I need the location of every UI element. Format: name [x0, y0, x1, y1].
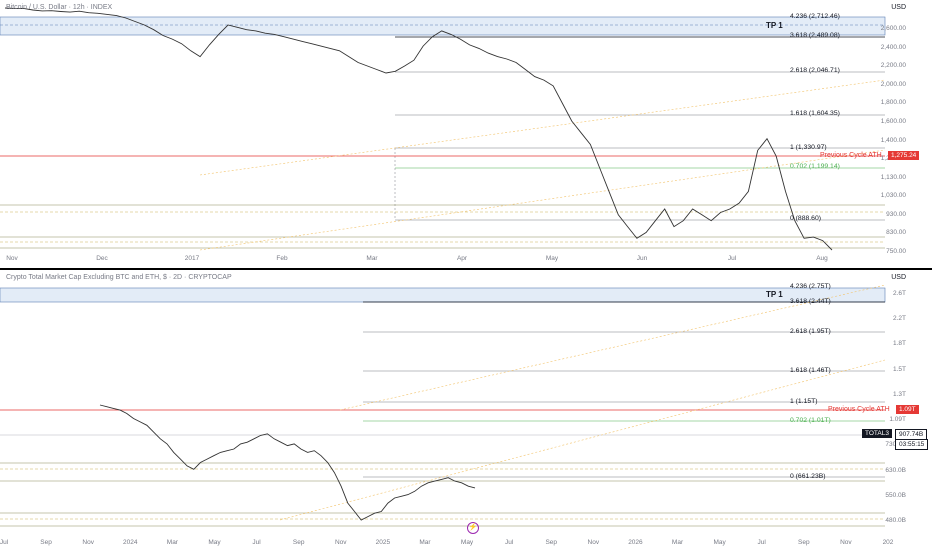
fib-label-1618: 1.618 (1.46T)	[790, 367, 831, 374]
total3-chart-canvas[interactable]	[0, 270, 932, 550]
bitcoin-chart-canvas[interactable]	[0, 0, 932, 268]
total3-chart-pane[interactable]: Crypto Total Market Cap Excluding BTC an…	[0, 270, 932, 550]
time-axis-label: Aug	[816, 255, 828, 262]
time-axis-label: Nov	[334, 539, 347, 546]
pane-divider[interactable]	[0, 268, 932, 270]
time-axis-label: May	[713, 539, 726, 546]
time-axis-label: Nov	[587, 539, 600, 546]
time-axis-label: 2017	[184, 255, 200, 262]
fib-label-0702: 0.702 (1,199.14)	[790, 163, 840, 170]
time-axis-label: 2024	[123, 539, 138, 546]
fib-label-4236: 4.236 (2.75T)	[790, 283, 831, 290]
price-axis-label: 1.5T	[892, 365, 906, 373]
time-axis-label: May	[545, 255, 559, 262]
price-axis-label: 1,800.00	[880, 99, 906, 107]
time-axis-label: Dec	[96, 255, 108, 262]
time-axis-label: Jul	[504, 539, 514, 546]
price-axis-label: 2,000.00	[880, 80, 906, 88]
fib-label-1618: 1.618 (1,604.35)	[790, 110, 840, 117]
time-axis-label: Mar	[671, 539, 684, 546]
price-axis-label: 1.09T	[889, 416, 906, 424]
price-axis-label: 1,030.00	[880, 192, 906, 200]
time-axis-label: Feb	[276, 255, 288, 262]
price-axis-label: 2.6T	[892, 290, 906, 297]
ath-label: Previous Cycle ATH	[828, 406, 890, 413]
time-axis-label: Mar	[419, 539, 431, 546]
fib-label-0: 0 (661.23B)	[790, 473, 826, 480]
fib-label-0: 0 (888.60)	[790, 215, 821, 222]
price-axis-label: 1,130.00	[880, 173, 906, 181]
fib-label-2618: 2.618 (1.95T)	[790, 328, 831, 335]
time-axis-label: Sep	[40, 539, 52, 546]
lightning-icon[interactable]: ⚡	[467, 522, 479, 534]
price-axis-label: 2,400.00	[880, 43, 906, 51]
ath-price-tag: 1,275.24	[888, 151, 920, 160]
time-axis-label: 2025	[375, 539, 391, 546]
price-axis-label: 550.0B	[885, 491, 906, 499]
fib-label-0702: 0.702 (1.01T)	[790, 417, 831, 424]
time-axis-label: Jul	[757, 539, 766, 546]
price-axis-label: 480.0B	[885, 517, 906, 524]
time-axis-label: 2026	[628, 539, 643, 546]
fib-label-1: 1 (1,330.97)	[790, 144, 827, 151]
ath-label: Previous Cycle ATH	[820, 152, 882, 159]
time-axis-label: Nov	[6, 255, 18, 262]
time-axis-label: Jul	[252, 539, 261, 546]
price-axis-label: 830.00	[886, 229, 906, 237]
ticker-tag: TOTAL3	[862, 429, 892, 438]
fib-label-4236: 4.236 (2,712.46)	[790, 13, 840, 20]
time-axis-label: Mar	[166, 539, 178, 546]
bar-countdown: 03:55:15	[895, 439, 929, 450]
time-axis-label: Mar	[366, 255, 378, 262]
price-axis-label: 2.2T	[892, 315, 906, 323]
bitcoin-chart-pane[interactable]: Bitcoin / U.S. Dollar · 12h · INDEX USD …	[0, 0, 932, 268]
time-axis-label: Nov	[82, 539, 94, 546]
time-axis-label: Apr	[456, 255, 468, 262]
price-axis-label: 1,400.00	[880, 136, 906, 144]
tp-zone	[0, 287, 886, 303]
price-axis-label: 930.00	[886, 210, 906, 218]
time-axis-label: Sep	[292, 539, 305, 546]
time-axis-label: May	[460, 539, 474, 546]
price-axis-label: 1.8T	[892, 340, 906, 348]
price-series-line	[4, 7, 833, 251]
tp-label: TP 1	[766, 290, 783, 299]
price-series-line	[99, 404, 476, 521]
tp-zone	[0, 16, 886, 36]
currency-label[interactable]: USD	[891, 4, 906, 11]
time-axis-label: Nov	[840, 539, 852, 546]
time-axis-label: Jul	[727, 255, 737, 262]
price-axis-label: 1.3T	[892, 390, 906, 398]
price-axis-label: 630.0B	[885, 466, 906, 474]
chart-title: Bitcoin / U.S. Dollar · 12h · INDEX	[6, 4, 113, 11]
time-axis-label: May	[208, 539, 221, 546]
tp-label: TP 1	[766, 21, 783, 30]
price-axis-label: 1,600.00	[880, 117, 906, 125]
currency-label[interactable]: USD	[891, 274, 906, 281]
time-axis-label: 202	[882, 539, 894, 546]
price-axis-label: 2,600.00	[880, 25, 906, 32]
fib-label-1: 1 (1.15T)	[790, 398, 818, 405]
fib-label-3618: 3.618 (2.44T)	[790, 298, 831, 305]
fib-label-2618: 2.618 (2,046.71)	[790, 67, 840, 74]
time-axis-label: Sep	[545, 539, 558, 546]
time-axis-label: Jun	[636, 255, 648, 262]
time-axis-label: Sep	[798, 539, 810, 546]
price-axis-label: 2,200.00	[880, 62, 906, 70]
fib-label-3618: 3.618 (2,489.08)	[790, 32, 840, 39]
ath-price-tag: 1.09T	[896, 405, 919, 414]
price-axis-label: 750.00	[886, 248, 906, 255]
time-axis-label: Jul	[0, 539, 9, 546]
chart-title: Crypto Total Market Cap Excluding BTC an…	[6, 274, 232, 281]
